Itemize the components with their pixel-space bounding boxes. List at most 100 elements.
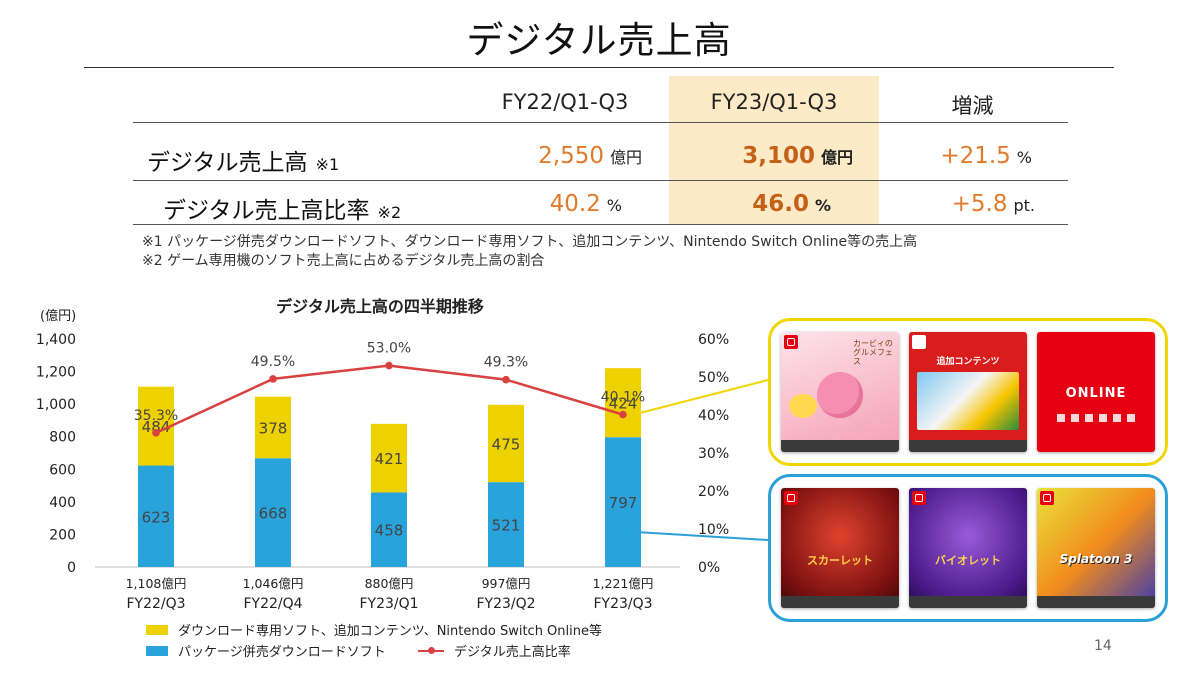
category-label: FY22/Q3 [126, 596, 185, 612]
category-label: FY23/Q1 [359, 596, 418, 612]
ratio-label: 53.0% [367, 341, 411, 357]
card-footer [1037, 596, 1155, 608]
mario-kart-art [917, 372, 1019, 430]
y-tick-label: 1,400 [36, 332, 76, 348]
fy22-digital-ratio: 40.2% [549, 191, 622, 217]
nso-icons-row [1057, 414, 1135, 422]
kirby-card: カービィのグルメフェス [781, 332, 899, 452]
header-fy22: FY22/Q1-Q3 [501, 90, 629, 114]
category-label: FY22/Q4 [243, 596, 302, 612]
ratio-label: 40.1% [601, 390, 645, 406]
category-label: FY23/Q2 [476, 596, 535, 612]
splatoon3-card: Splatoon 3 [1037, 488, 1155, 608]
ratio-point [502, 375, 510, 384]
data-label-package: 458 [375, 522, 404, 540]
change-digital-sales: +21.5% [940, 143, 1032, 169]
ratio-point [269, 375, 277, 383]
y-tick-label: 1,200 [36, 365, 76, 381]
ratio-label: 35.3% [134, 408, 178, 424]
y2-tick-label: 10% [698, 522, 729, 538]
bar-total-label: 1,046億円 [243, 576, 304, 591]
dlc-card-title: 追加コンテンツ [936, 357, 1000, 367]
page-number: 14 [1094, 638, 1112, 654]
mario-kart-dlc-card: 追加コンテンツ [909, 332, 1027, 452]
legend-swatch-blue [146, 645, 168, 656]
page-title: デジタル売上高 [466, 19, 732, 62]
switch-logo-icon [912, 491, 926, 505]
card-footer [781, 440, 899, 452]
pokemon-scarlet-card: スカーレット [781, 488, 899, 608]
chart-title: デジタル売上高の四半期推移 [276, 297, 484, 316]
fy22-digital-sales: 2,550 億円 [538, 143, 642, 169]
data-label-package: 797 [609, 494, 638, 512]
switch-logo-icon [784, 491, 798, 505]
ratio-label: 49.5% [251, 354, 295, 370]
footnote-1: ※1 パッケージ併売ダウンロードソフト、ダウンロード専用ソフト、追加コンテンツ、… [142, 234, 918, 250]
legend-label-ratio: デジタル売上高比率 [454, 645, 571, 660]
legend-swatch-yellow [146, 624, 168, 635]
y-tick-label: 400 [49, 495, 76, 511]
switch-logo-icon [1040, 491, 1054, 505]
cake-icon [789, 394, 817, 418]
title-divider [84, 67, 1114, 68]
bar-segment-package [488, 482, 524, 567]
legend-item-download-only: ダウンロード専用ソフト、追加コンテンツ、Nintendo Switch Onli… [146, 620, 602, 639]
bar-segment-package [138, 465, 174, 567]
data-label-download-only: 421 [375, 450, 404, 468]
legend-item-ratio: デジタル売上高比率 [418, 641, 571, 660]
data-label-download-only: 378 [259, 419, 288, 437]
data-label-package: 521 [492, 517, 521, 535]
legend-line-icon [418, 646, 444, 656]
connector-yellow [635, 379, 769, 415]
nso-card: ONLINE [1037, 332, 1155, 452]
data-label-package: 623 [142, 508, 171, 526]
scarlet-card-title: スカーレット [807, 554, 873, 567]
y2-tick-label: 60% [698, 332, 729, 348]
y-tick-label: 800 [49, 430, 76, 446]
bar-total-label: 997億円 [482, 576, 531, 591]
fy23-column-highlight [669, 76, 879, 224]
y-tick-label: 200 [49, 527, 76, 543]
data-label-download-only: 484 [142, 418, 171, 436]
fy23-digital-ratio: 46.0% [752, 191, 831, 217]
kirby-character-icon [817, 372, 863, 418]
ratio-point [619, 410, 627, 419]
table-rule-mid [133, 180, 1068, 181]
data-label-download-only: 475 [492, 435, 521, 453]
bar-segment-package [605, 437, 641, 567]
data-label-download-only: 424 [609, 395, 638, 413]
card-footer [909, 440, 1027, 452]
splatoon3-card-title: Splatoon 3 [1059, 552, 1133, 566]
bar-total-label: 1,221億円 [593, 576, 654, 591]
package-download-products-panel: スカーレット バイオレット Splatoon 3 [768, 474, 1168, 622]
stacked-bar-chart: (億円) 0 200 400 600 800 1,000 1,200 1,400 0% 10% 20%… [36, 308, 729, 612]
nso-card-title: ONLINE [1065, 386, 1127, 401]
bar-segment-download-only [488, 404, 524, 483]
y-axis-unit-label: (億円) [40, 308, 76, 324]
table-rule-top [133, 122, 1068, 123]
bar-segment-download-only [255, 396, 291, 459]
table-rule-bottom [133, 224, 1068, 225]
header-fy23: FY23/Q1-Q3 [710, 90, 838, 114]
switch-logo-icon [912, 335, 926, 349]
ratio-label: 49.3% [484, 355, 528, 371]
data-label-package: 668 [259, 505, 288, 523]
bar-segment-download-only [371, 423, 407, 493]
y2-tick-label: 50% [698, 370, 729, 386]
legend-label-download-only: ダウンロード専用ソフト、追加コンテンツ、Nintendo Switch Onli… [178, 624, 602, 639]
card-footer [781, 596, 899, 608]
ratio-point [385, 361, 393, 370]
kirby-card-title: カービィのグルメフェス [853, 339, 893, 366]
bar-total-label: 1,108億円 [126, 576, 187, 591]
category-label: FY23/Q3 [593, 596, 652, 612]
connector-blue [635, 531, 769, 541]
bar-segment-download-only [605, 368, 641, 438]
pokemon-violet-card: バイオレット [909, 488, 1027, 608]
y2-tick-label: 40% [698, 408, 729, 424]
row-label-digital-sales: デジタル売上高 ※1 [147, 150, 340, 176]
legend-item-package: パッケージ併売ダウンロードソフト [146, 641, 386, 660]
fy23-digital-sales: 3,100 億円 [742, 143, 853, 169]
switch-logo-icon [784, 335, 798, 349]
footnote-2: ※2 ゲーム専用機のソフト売上高に占めるデジタル売上高の割合 [142, 253, 545, 269]
